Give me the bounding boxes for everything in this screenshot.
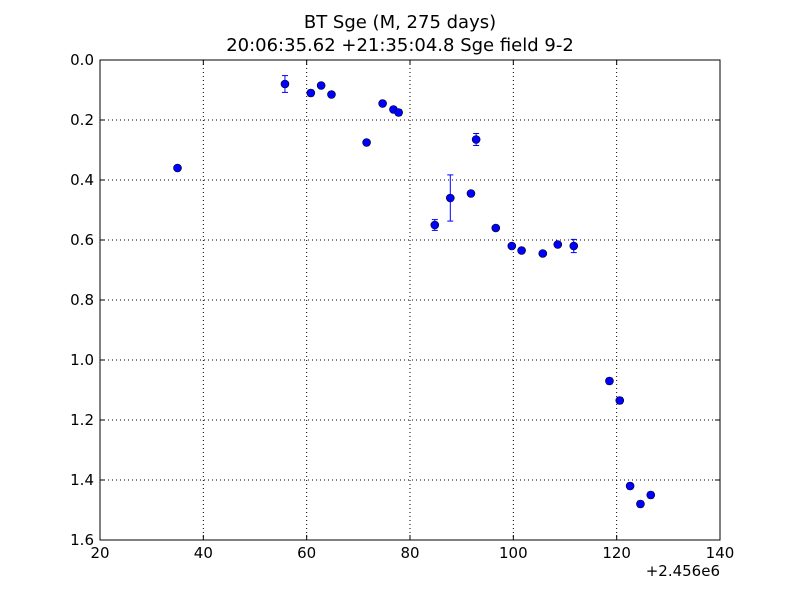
y-tick-label: 1.2 (70, 411, 94, 429)
y-tick-label: 0.0 (70, 51, 94, 69)
data-point (306, 88, 316, 98)
data-point (625, 481, 635, 491)
data-point (471, 135, 481, 144)
data-points (173, 79, 656, 509)
y-tick-label: 0.8 (70, 291, 94, 309)
x-tick-label: 80 (400, 544, 419, 562)
grid-lines (99, 59, 721, 541)
x-tick-label: 60 (297, 544, 316, 562)
y-tick-label: 1.4 (70, 471, 94, 489)
data-point (636, 499, 645, 509)
chart-title: BT Sge (M, 275 days) (303, 12, 497, 33)
chart-subtitle: 20:06:35.62 +21:35:04.8 Sge field 9-2 (226, 35, 574, 56)
data-point (316, 81, 326, 90)
data-point (538, 249, 548, 258)
x-tick-label: 20 (90, 544, 109, 562)
x-offset-label: +2.456e6 (646, 562, 720, 580)
x-tick-labels: 20 40 60 80 100 120 140 (90, 544, 734, 562)
x-tick-label: 40 (194, 544, 213, 562)
data-point (553, 240, 563, 249)
data-point (646, 490, 656, 500)
data-point (466, 189, 476, 198)
y-tick-labels: 0.0 0.2 0.4 0.6 0.8 1.0 1.2 1.4 1.6 (70, 51, 94, 549)
data-point (327, 90, 336, 99)
data-point (615, 396, 625, 405)
data-point (378, 99, 387, 108)
data-point (173, 163, 182, 173)
data-point (517, 246, 526, 255)
x-tick-label: 100 (499, 544, 528, 562)
data-point (491, 223, 501, 233)
data-point (605, 376, 614, 386)
data-point (362, 138, 371, 147)
data-point (569, 241, 579, 251)
x-tick-label: 140 (706, 544, 735, 562)
y-tick-label: 1.6 (70, 531, 94, 549)
data-point (394, 108, 403, 117)
data-point (280, 79, 290, 89)
data-point (507, 241, 517, 251)
data-point (445, 193, 455, 203)
data-point (430, 220, 440, 230)
error-bars (281, 75, 654, 508)
y-tick-label: 0.2 (70, 111, 94, 129)
x-tick-label: 120 (602, 544, 631, 562)
y-tick-label: 1.0 (70, 351, 94, 369)
y-tick-label: 0.4 (70, 171, 94, 189)
y-tick-label: 0.6 (70, 231, 94, 249)
axis-ticks (99, 59, 721, 541)
